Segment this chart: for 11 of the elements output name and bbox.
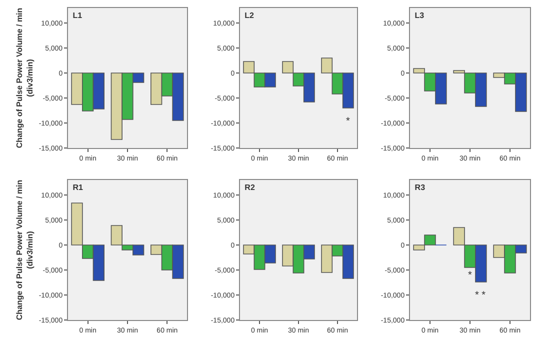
chart-title: R3 [414,182,426,192]
chart-title: R1 [72,182,84,192]
annotation: * [346,116,350,127]
chart-title: L2 [244,10,255,20]
annotation: * * [475,290,486,301]
annotation: * [468,270,472,281]
y-axis-title: Change of Pulse Power Volume / min (div3/min) [15,8,35,148]
y-axis-title: Change of Pulse Power Volume / min (div3/min) [15,180,35,320]
chart-title: L1 [72,10,83,20]
chart-title: R2 [244,182,256,192]
chart-title: L3 [414,10,425,20]
